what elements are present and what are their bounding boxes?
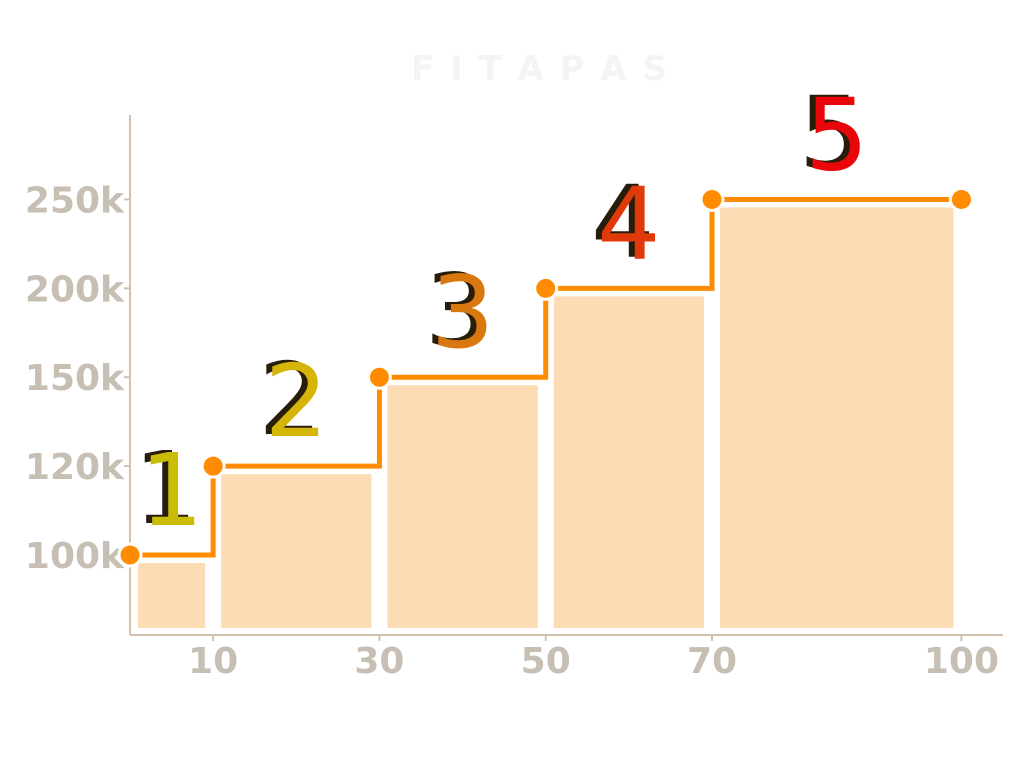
- step-label-text: 5: [805, 76, 869, 193]
- y-tick-label: 120k: [25, 447, 125, 488]
- step-line-layer: [130, 194, 962, 560]
- points-layer: [117, 186, 974, 568]
- data-point-5: [699, 186, 725, 212]
- step-label-shadow: 4: [591, 163, 655, 280]
- x-tick-labels: 10 30 50 70 100: [188, 635, 999, 682]
- step-label-text: 4: [597, 165, 661, 282]
- y-tick-label: 250k: [25, 180, 125, 221]
- data-point-3: [366, 364, 392, 390]
- y-tick-label: 200k: [25, 269, 125, 310]
- data-point-1: [117, 542, 143, 568]
- x-tick-label: 100: [924, 641, 999, 682]
- y-tick-label: 150k: [25, 358, 125, 399]
- step-label-shadow: 5: [799, 74, 863, 191]
- bars-layer: [138, 207, 954, 628]
- data-point-4: [533, 275, 559, 301]
- x-tick-label: 70: [687, 641, 737, 682]
- step-label-1: 11: [134, 430, 204, 549]
- x-tick-label: 10: [188, 641, 238, 682]
- bar-5: [720, 207, 954, 628]
- step-label-shadow: 2: [258, 341, 322, 458]
- step-label-shadow: 1: [134, 430, 198, 547]
- data-point-6: [948, 186, 974, 212]
- x-tick-label: 50: [521, 641, 571, 682]
- bar-3: [387, 385, 538, 628]
- step-label-shadow: 3: [425, 252, 489, 369]
- chart-title: F I T A P A S: [411, 49, 669, 89]
- x-tick-label: 30: [354, 641, 404, 682]
- y-tick-labels: 100k 120k 150k 200k 250k: [25, 180, 130, 577]
- step-label-text: 2: [264, 343, 328, 460]
- step-label-text: 3: [431, 254, 495, 371]
- step-line: [130, 196, 962, 558]
- step-label-5: 55: [799, 74, 869, 193]
- bar-4: [553, 296, 704, 628]
- step-label-2: 22: [258, 341, 328, 460]
- step-label-text: 1: [140, 432, 204, 549]
- bar-2: [221, 474, 372, 628]
- bar-1: [138, 563, 206, 628]
- step-label-4: 44: [591, 163, 661, 282]
- y-tick-label: 100k: [25, 536, 125, 577]
- data-point-2: [200, 453, 226, 479]
- step-label-3: 33: [425, 252, 495, 371]
